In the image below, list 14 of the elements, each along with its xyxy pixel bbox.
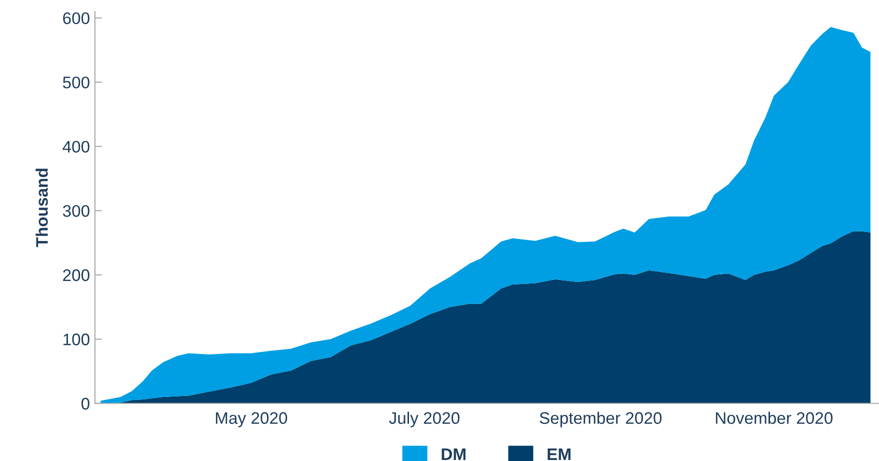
x-tick-label: July 2020 (389, 412, 460, 428)
y-axis-title: Thousand (36, 168, 48, 248)
x-tick-label: May 2020 (216, 412, 288, 428)
legend-label: DM (442, 448, 466, 460)
y-tick-label: 200 (63, 269, 90, 282)
y-tick-label: 300 (62, 205, 90, 217)
legend-label: EM (548, 448, 570, 460)
x-tick-label: November 2020 (716, 412, 833, 424)
y-tick-label: 100 (64, 334, 90, 346)
y-tick-label: 600 (63, 12, 90, 24)
y-tick-label: 500 (62, 76, 90, 88)
y-tick-label: 0 (81, 398, 90, 410)
x-tick-label: September 2020 (540, 412, 662, 428)
y-tick-label: 400 (62, 140, 90, 153)
